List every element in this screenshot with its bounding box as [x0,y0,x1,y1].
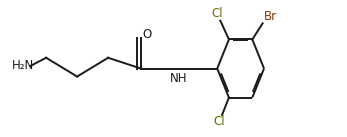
Text: O: O [142,28,151,41]
Text: Cl: Cl [213,115,225,128]
Text: Br: Br [264,10,277,23]
Text: Cl: Cl [212,7,223,20]
Text: H₂N: H₂N [12,59,34,72]
Text: NH: NH [170,72,187,85]
